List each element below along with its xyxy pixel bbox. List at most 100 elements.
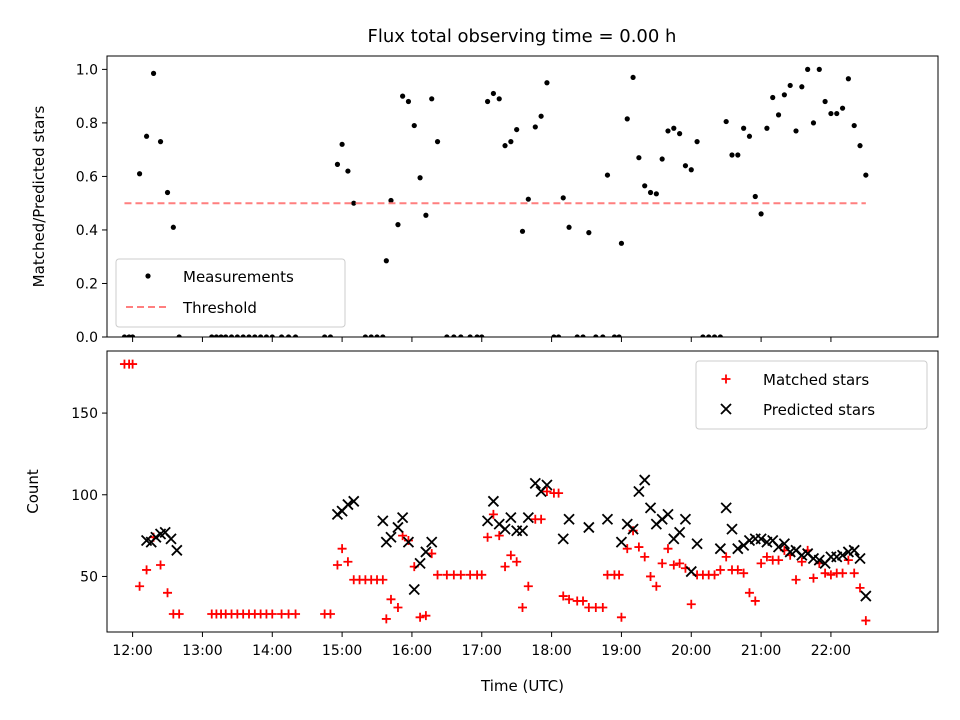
measurements-point bbox=[653, 191, 659, 197]
measurements-point bbox=[292, 334, 299, 337]
matched-stars-point bbox=[651, 581, 661, 591]
measurements-point bbox=[252, 334, 258, 337]
predicted-stars-point bbox=[171, 544, 183, 556]
legend-marker bbox=[145, 273, 151, 279]
y-tick-label: 0.8 bbox=[76, 116, 98, 132]
measurements-point bbox=[538, 113, 544, 119]
matched-stars-point bbox=[415, 612, 425, 622]
measurements-point bbox=[345, 168, 351, 174]
matched-stars-point bbox=[797, 557, 807, 567]
matched-stars-point bbox=[657, 558, 667, 568]
measurements-point bbox=[380, 334, 386, 337]
measurements-point bbox=[405, 98, 412, 105]
matched-stars-point bbox=[267, 609, 277, 619]
measurements-point bbox=[574, 334, 580, 337]
measurements-point bbox=[423, 212, 429, 218]
x-tick-label: 18:00 bbox=[531, 643, 571, 659]
predicted-stars-point bbox=[714, 543, 726, 555]
chart-title: Flux total observing time = 0.00 h bbox=[368, 26, 677, 47]
measurements-point bbox=[223, 334, 229, 337]
measurements-point bbox=[611, 334, 618, 337]
predicted-stars-point bbox=[644, 502, 657, 514]
measurements-point bbox=[851, 122, 857, 129]
measurements-point bbox=[566, 224, 572, 230]
measurements-point bbox=[799, 84, 805, 90]
predicted-stars-point bbox=[583, 521, 595, 534]
matched-stars-point bbox=[578, 596, 588, 606]
measurements-point bbox=[706, 334, 712, 337]
measurements-point bbox=[544, 80, 550, 86]
predicted-stars-point bbox=[639, 474, 651, 486]
measurements-point bbox=[519, 228, 526, 234]
measurements-point bbox=[741, 125, 747, 131]
predicted-stars-point bbox=[522, 512, 534, 524]
measurements-point bbox=[258, 334, 264, 337]
predicted-stars-point bbox=[848, 544, 860, 556]
measurements-point bbox=[395, 222, 401, 228]
predicted-stars-point bbox=[627, 523, 639, 535]
measurements-point bbox=[839, 105, 846, 111]
matched-stars-point bbox=[523, 581, 533, 591]
y-tick-label: 50 bbox=[80, 569, 98, 585]
measurements-point bbox=[514, 126, 520, 133]
matched-stars-point bbox=[433, 570, 443, 580]
matched-stars-point bbox=[381, 614, 391, 624]
measurements-point bbox=[467, 334, 473, 337]
predicted-stars-point bbox=[732, 543, 744, 555]
matched-stars-point bbox=[598, 602, 608, 612]
panel-2: 12:00 13:00 14:00 15:00 16:00 17:00 18:00 19:00… bbox=[24, 350, 939, 695]
measurements-point bbox=[334, 161, 341, 167]
matched-stars-point bbox=[733, 565, 743, 575]
measurements-point bbox=[150, 70, 157, 76]
x-tick-label: 20:00 bbox=[671, 643, 711, 659]
measurements-point bbox=[508, 139, 514, 145]
measurements-point bbox=[479, 334, 485, 337]
measurements-point bbox=[218, 334, 224, 337]
measurements-point bbox=[170, 224, 176, 230]
measurements-point bbox=[781, 92, 787, 98]
measurements-point bbox=[551, 334, 557, 337]
matched-stars-point bbox=[774, 555, 784, 565]
matched-stars-point bbox=[506, 550, 516, 560]
predicted-stars-point bbox=[633, 485, 645, 498]
matched-stars-point bbox=[343, 557, 353, 567]
matched-stars-point bbox=[558, 591, 568, 601]
measurements-point bbox=[618, 240, 625, 246]
measurements-point bbox=[642, 183, 648, 189]
matched-stars-point bbox=[634, 542, 644, 552]
measurements-point bbox=[400, 93, 406, 99]
predicted-stars-point bbox=[516, 525, 529, 537]
measurements-point bbox=[362, 334, 368, 337]
matched-stars-point bbox=[564, 594, 574, 604]
legend-box bbox=[115, 258, 346, 328]
predicted-stars-point bbox=[563, 513, 575, 525]
matched-stars-point bbox=[378, 575, 388, 585]
measurements-point bbox=[263, 334, 270, 337]
measurements-point bbox=[816, 66, 822, 72]
matched-stars-point bbox=[686, 599, 696, 609]
predicted-stars-point bbox=[755, 533, 767, 545]
predicted-stars-point bbox=[348, 495, 360, 507]
predicted-stars-point bbox=[662, 508, 674, 521]
measurements-point bbox=[746, 133, 753, 139]
matched-stars-point bbox=[762, 552, 772, 562]
matched-stars-point bbox=[640, 552, 650, 562]
measurements-point bbox=[209, 334, 215, 337]
measurements-point bbox=[711, 334, 718, 337]
predicted-stars-point bbox=[541, 479, 553, 491]
measurements-point bbox=[845, 76, 851, 82]
predicted-stars-point bbox=[720, 502, 732, 514]
y-axis-label: Matched/Predicted stars bbox=[30, 106, 48, 288]
predicted-stars-point bbox=[615, 536, 628, 548]
predicted-stars-point bbox=[529, 477, 541, 489]
legend: Matched stars Predicted stars bbox=[695, 360, 928, 430]
matched-stars-point bbox=[393, 602, 403, 612]
measurements-point bbox=[490, 90, 497, 97]
predicted-stars-point bbox=[836, 549, 849, 561]
measurements-point bbox=[388, 197, 394, 204]
legend-label: Measurements bbox=[183, 268, 294, 286]
measurements-point bbox=[496, 96, 502, 102]
measurements-point bbox=[429, 96, 435, 102]
measurements-point bbox=[770, 94, 776, 101]
